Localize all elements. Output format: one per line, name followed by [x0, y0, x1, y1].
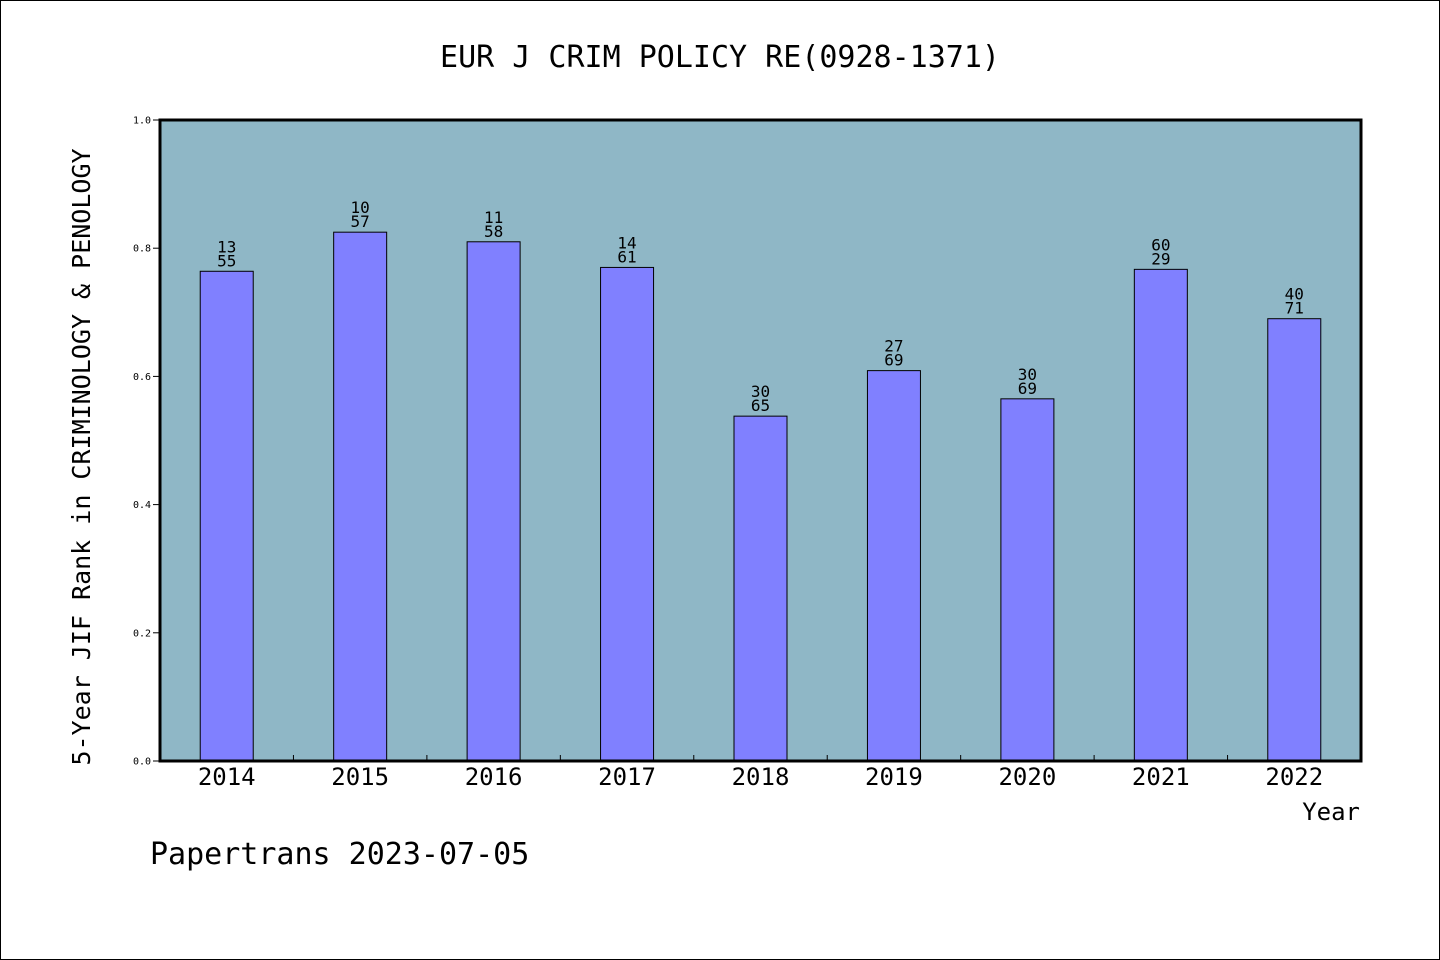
x-tick-label: 2018	[732, 763, 790, 791]
y-tick-label: 0.0	[133, 757, 151, 768]
chart-title: EUR J CRIM POLICY RE(0928-1371)	[440, 40, 1000, 75]
bar-2015	[333, 231, 388, 762]
bar-data-label: 71	[1285, 299, 1304, 318]
bar-2021	[1133, 268, 1188, 762]
y-tick-label: 0.4	[133, 500, 151, 511]
bar-data-label: 61	[617, 247, 636, 266]
x-tick-label: 2019	[865, 763, 923, 791]
bar-data-label: 13	[217, 237, 236, 256]
bar-2016	[466, 241, 521, 762]
x-tick-label: 2017	[598, 763, 656, 791]
y-tick-label: 1.0	[133, 116, 151, 127]
y-tick-label: 0.8	[133, 244, 151, 255]
x-axis: 2014 2015 2016 2017 2018 2019 2020 2021 2022	[198, 755, 1323, 791]
bar-data-label: 30	[1018, 365, 1037, 384]
x-tick-label: 2021	[1132, 763, 1190, 791]
bar-data-label: 60	[1151, 235, 1170, 254]
bar-data-label: 69	[1018, 379, 1037, 398]
x-tick-label: 2020	[998, 763, 1056, 791]
y-tick-label: 0.6	[133, 372, 151, 383]
y-axis: 0.0 0.2 0.4 0.6 0.8 1.0	[133, 116, 160, 768]
bar-2022	[1267, 318, 1322, 762]
bar-data-label: 14	[617, 233, 636, 252]
bar-data-label: 40	[1285, 285, 1304, 304]
y-tick-label: 0.2	[133, 628, 151, 639]
bar-data-label: 11	[484, 208, 503, 227]
bar-data-label: 65	[751, 396, 770, 415]
footer-text: Papertrans 2023-07-05	[150, 837, 529, 872]
bar-data-label: 58	[484, 222, 503, 241]
bar-data-label: 55	[217, 251, 236, 270]
bar-2018	[733, 415, 788, 762]
bar-2019	[866, 370, 921, 762]
bar-data-label: 69	[884, 351, 903, 370]
bar-data-label: 27	[884, 337, 903, 356]
x-tick-label: 2015	[331, 763, 389, 791]
plot-border	[158, 118, 1363, 763]
x-tick-label: 2016	[465, 763, 523, 791]
bar-2020	[1000, 398, 1055, 762]
x-tick-label: 2022	[1265, 763, 1323, 791]
bar-data-label: 30	[751, 382, 770, 401]
bar-2014	[199, 270, 254, 762]
x-tick-label: 2014	[198, 763, 256, 791]
bar-data-label: 10	[351, 198, 370, 217]
bar-data-label: 29	[1151, 249, 1170, 268]
y-axis-label: 5-Year JIF Rank in CRIMINOLOGY & PENOLOG…	[67, 148, 96, 765]
bar-2017	[600, 266, 655, 762]
x-axis-label: Year	[1302, 798, 1360, 826]
bar-data-label: 57	[351, 212, 370, 231]
